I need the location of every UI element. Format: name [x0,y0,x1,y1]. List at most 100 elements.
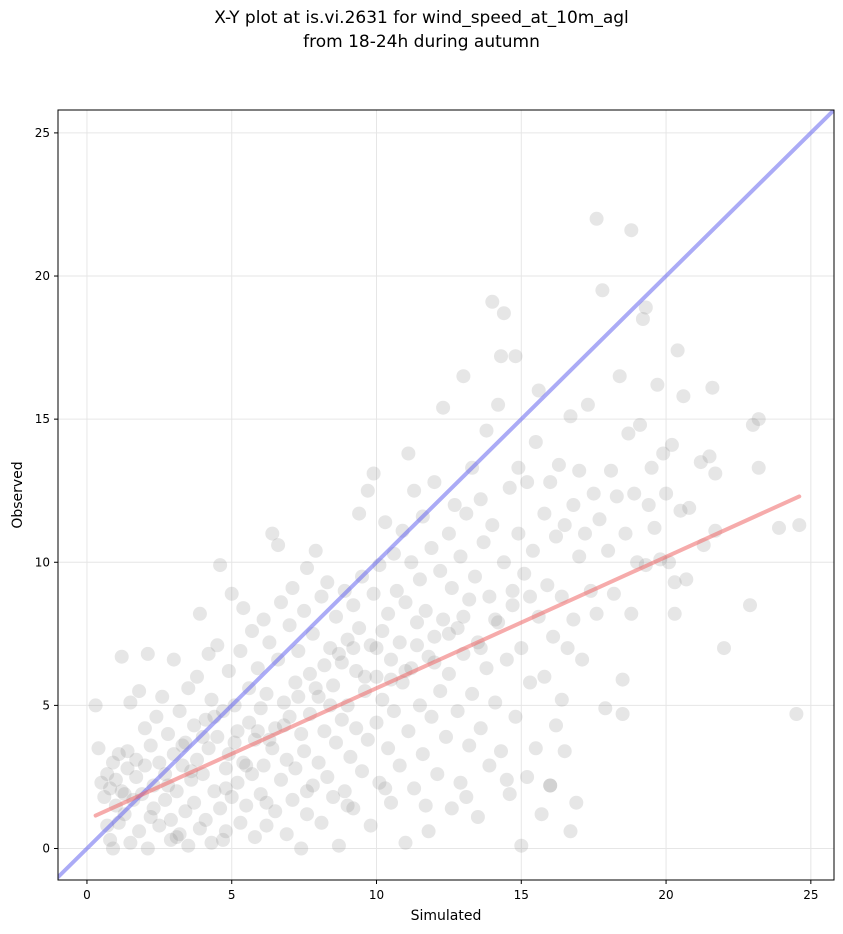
data-point [317,658,332,673]
data-point [554,692,569,707]
data-point [523,675,537,690]
data-point [146,801,161,816]
data-point [499,772,514,787]
data-point [485,294,500,309]
data-point [372,775,387,790]
x-tick-label: 10 [369,888,384,902]
data-point [650,377,665,392]
data-point [236,601,251,616]
data-point [488,695,503,710]
data-point [253,787,268,802]
data-point [621,426,636,441]
data-point [566,612,581,627]
data-point [129,770,144,784]
data-point [705,380,720,395]
data-point [117,787,132,802]
data-point [91,741,106,756]
data-point [221,664,236,678]
data-point [224,790,239,804]
data-point [450,704,465,719]
data-point [462,592,477,607]
data-point [340,632,355,647]
data-point [326,790,341,804]
data-point [667,606,682,621]
data-point [331,646,346,661]
data-point [693,455,708,470]
data-point [169,830,184,845]
data-point [421,649,436,664]
data-point [181,838,196,853]
data-point [772,520,786,535]
data-point [184,772,199,787]
data-point [352,621,367,636]
data-point [227,735,242,750]
axes-frame [57,109,835,881]
data-point [412,572,427,587]
data-point [635,312,650,326]
data-point [291,644,306,658]
data-point [543,778,558,793]
data-point [233,644,248,658]
data-point [407,483,422,498]
data-point [111,747,126,762]
data-point [320,770,335,784]
data-point [213,558,228,573]
y-tick-label: 15 [35,412,50,426]
data-point [494,744,508,759]
data-point [572,549,587,564]
data-point [412,698,427,713]
data-point [494,349,508,364]
axis-ticks: 0 5 10 15 20 25 0 5 10 15 20 25 [35,126,819,902]
data-point [433,684,448,699]
data-point [630,555,645,570]
data-point [491,615,506,630]
data-point [488,612,503,627]
data-point [291,689,306,704]
data-point [534,807,549,822]
data-point [369,715,384,730]
data-point [346,641,361,656]
data-point [496,306,511,321]
data-point [259,818,274,833]
data-point [276,695,291,710]
data-point [479,661,494,676]
data-point [676,389,691,404]
data-point [346,598,361,613]
data-point [172,704,187,719]
data-point [401,724,416,739]
data-point [314,815,329,830]
data-point [317,724,332,739]
x-tick-label: 20 [658,888,673,902]
data-point [745,417,760,432]
data-point [598,701,613,716]
data-point [398,595,413,610]
data-point [334,712,349,727]
data-point [114,649,129,664]
data-point [297,744,312,759]
data-point [192,821,207,836]
data-point [601,543,616,558]
data-point [218,761,233,776]
data-point [268,804,283,819]
data-point [384,795,398,810]
data-point [679,572,694,587]
data-point [245,624,259,638]
data-point [94,775,109,790]
data-point [190,669,204,684]
data-point [439,729,453,744]
data-point [216,704,230,719]
data-point [239,758,254,773]
y-tick-label: 25 [35,126,50,140]
data-point [308,681,323,696]
data-point [349,664,364,678]
data-point [279,752,294,767]
data-point [300,807,314,822]
data-point [123,695,138,710]
data-point [300,561,314,575]
data-point [106,755,120,770]
data-point [502,787,517,802]
data-point [659,486,674,501]
data-point [236,755,251,770]
data-point [132,824,147,839]
data-point [436,612,451,627]
